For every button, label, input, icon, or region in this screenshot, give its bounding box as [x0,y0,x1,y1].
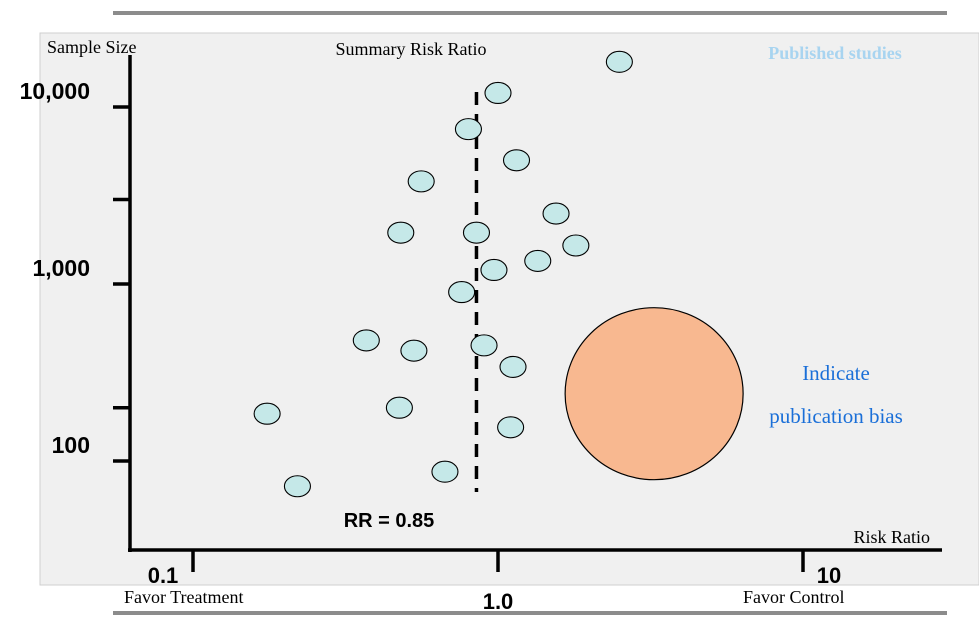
favor-treatment-label: Favor Treatment [124,587,244,607]
study-point-13 [400,339,428,362]
study-point-4 [407,170,435,193]
study-point-12 [352,329,380,352]
study-point-2 [454,118,482,141]
x-tick-label-1: 1.0 [483,589,514,614]
study-point-9 [524,249,552,272]
study-point-8 [562,234,590,257]
study-points [253,50,633,498]
rr-value-label: RR = 0.85 [344,510,435,532]
favor-control-label: Favor Control [743,587,845,607]
study-point-15 [499,355,527,378]
study-point-5 [542,202,570,225]
study-point-14 [470,334,498,357]
study-point-10 [480,258,508,282]
annotation-line-publication-bias: publication bias [769,404,903,428]
top-rule [113,11,947,15]
legend-published-studies: Published studies [768,43,902,63]
study-point-6 [387,221,415,244]
x-axis-label: Risk Ratio [853,527,930,547]
plot-panel [39,32,979,586]
study-point-7 [462,221,491,244]
study-point-11 [448,281,476,304]
y-axis-label: Sample Size [47,37,136,57]
study-point-0 [605,50,633,73]
publication-bias-bubble [564,307,744,481]
summary-risk-ratio-label: Summary Risk Ratio [335,39,486,59]
y-tick-label-2: 10,000 [20,78,90,104]
x-ticks: 0.1 1.0 10 [148,550,841,614]
study-point-3 [502,149,531,172]
annotation-line-indicate: Indicate [802,361,870,385]
study-point-1 [484,81,512,105]
x-tick-label-2: 10 [817,563,841,588]
y-tick-label-1: 1,000 [32,255,90,281]
x-tick-label-0: 0.1 [148,563,179,588]
study-point-18 [497,416,525,439]
study-point-20 [283,475,311,498]
study-point-17 [385,396,413,419]
study-point-16 [253,402,281,425]
study-point-19 [431,460,459,483]
y-tick-label-0: 100 [52,432,90,458]
bottom-rule [113,611,947,615]
y-ticks: 100 1,000 10,000 [20,78,130,463]
